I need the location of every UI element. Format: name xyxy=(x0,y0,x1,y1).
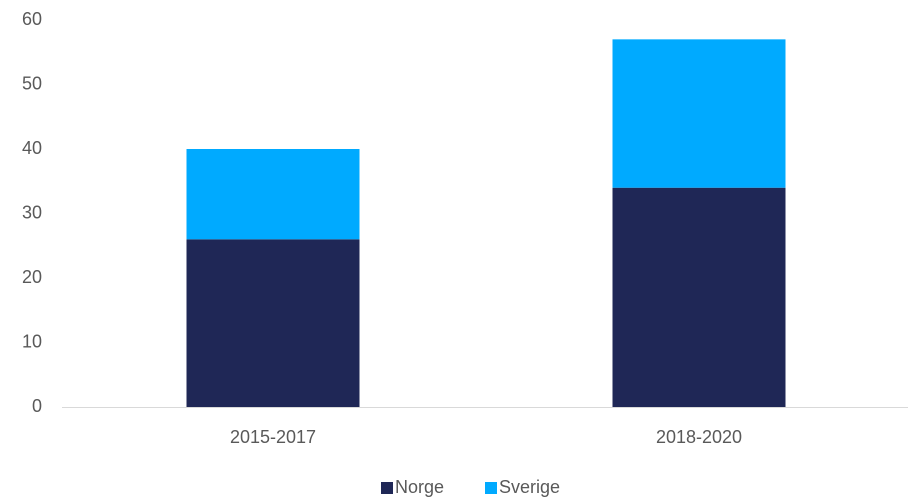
legend-label: Sverige xyxy=(499,477,560,497)
y-tick-label: 50 xyxy=(22,73,42,93)
y-tick-label: 40 xyxy=(22,138,42,158)
legend-label: Norge xyxy=(395,477,444,497)
y-tick-label: 0 xyxy=(32,396,42,416)
legend-swatch xyxy=(485,482,497,494)
x-tick-label: 2015-2017 xyxy=(230,427,316,447)
bar-segment xyxy=(612,39,786,188)
y-tick-label: 60 xyxy=(22,9,42,29)
x-tick-label: 2018-2020 xyxy=(656,427,742,447)
y-tick-label: 30 xyxy=(22,202,42,222)
bar-segment xyxy=(612,187,786,407)
legend-swatch xyxy=(381,482,393,494)
bar-segment xyxy=(186,149,360,240)
bar-segment xyxy=(186,239,360,407)
y-tick-label: 20 xyxy=(22,267,42,287)
y-tick-label: 10 xyxy=(22,331,42,351)
